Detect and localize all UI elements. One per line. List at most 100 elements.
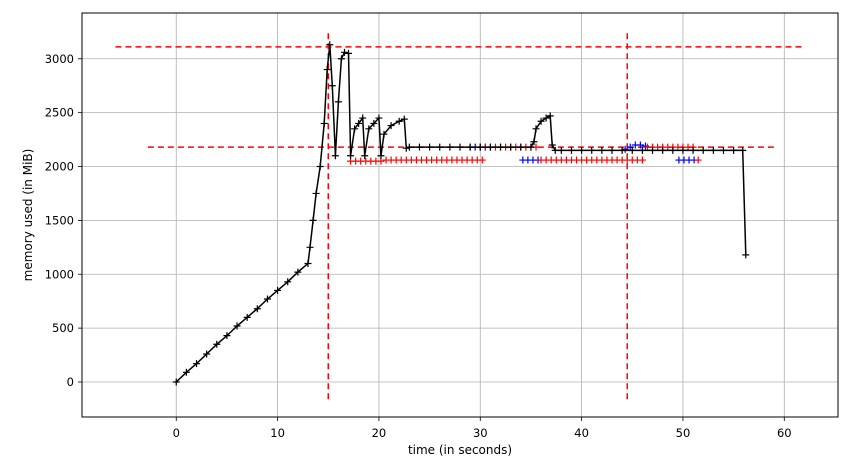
data-point-marker <box>446 143 454 151</box>
y-tick-label: 500 <box>52 321 74 335</box>
data-point-marker <box>598 146 606 154</box>
x-axis-ticks: 0 10 20 30 40 50 60 <box>173 417 792 440</box>
data-point-marker <box>304 259 312 267</box>
data-point-marker <box>628 146 636 154</box>
data-point-marker <box>309 216 317 224</box>
data-point-marker <box>334 98 342 106</box>
data-point-marker <box>638 156 646 164</box>
data-point-marker <box>742 251 750 259</box>
series-line <box>175 44 747 383</box>
data-point-marker <box>527 143 535 151</box>
data-point-marker <box>466 143 474 151</box>
data-point-marker <box>415 143 423 151</box>
x-tick-label: 60 <box>777 426 792 440</box>
data-point-marker <box>548 141 556 149</box>
data-point-marker <box>400 115 408 123</box>
data-point-marker <box>659 146 667 154</box>
data-point-marker <box>402 144 410 152</box>
data-point-marker <box>649 146 657 154</box>
data-point-marker <box>361 152 369 160</box>
data-point-marker <box>312 189 320 197</box>
data-point-marker <box>507 143 515 151</box>
data-point-marker <box>588 146 596 154</box>
data-point-marker <box>320 119 328 127</box>
data-point-marker <box>347 152 355 160</box>
x-axis-label: time (in seconds) <box>408 443 512 457</box>
data-point-marker <box>172 378 180 386</box>
data-point-marker <box>532 125 540 133</box>
data-point-marker <box>328 82 336 90</box>
data-point-marker <box>203 350 211 358</box>
y-axis-ticks: 0 500 1000 1500 2000 2500 3000 <box>45 52 82 389</box>
data-point-marker <box>370 119 378 127</box>
data-point-marker <box>323 66 331 74</box>
data-point-marker <box>497 143 505 151</box>
data-point-marker <box>669 146 677 154</box>
data-point-marker <box>699 146 707 154</box>
data-point-marker <box>331 152 339 160</box>
data-point-marker <box>375 114 383 122</box>
y-tick-label: 1000 <box>45 267 74 281</box>
data-point-marker <box>263 295 271 303</box>
data-point-marker <box>551 146 559 154</box>
x-tick-label: 0 <box>173 426 180 440</box>
data-point-marker <box>223 332 231 340</box>
data-point-marker <box>395 117 403 125</box>
data-point-marker <box>557 146 565 154</box>
data-point-marker <box>739 146 747 154</box>
data-point-marker <box>517 143 525 151</box>
data-point-marker <box>638 146 646 154</box>
x-tick-label: 50 <box>676 426 691 440</box>
data-point-marker <box>679 146 687 154</box>
x-tick-label: 10 <box>270 426 285 440</box>
plot-frame <box>81 12 839 418</box>
y-tick-label: 2500 <box>45 106 74 120</box>
data-point-marker <box>567 146 575 154</box>
data-point-marker <box>530 138 538 146</box>
data-point-marker <box>193 360 201 368</box>
data-point-marker <box>365 125 373 133</box>
data-point-marker <box>294 268 302 276</box>
series-0 <box>172 41 750 386</box>
data-point-marker <box>387 122 395 130</box>
data-point-marker <box>476 143 484 151</box>
data-point-marker <box>578 146 586 154</box>
data-point-marker <box>233 322 241 330</box>
data-point-marker <box>380 130 388 138</box>
data-point-marker <box>426 143 434 151</box>
y-tick-label: 2000 <box>45 160 74 174</box>
data-point-marker <box>689 146 697 154</box>
data-point-marker <box>694 156 702 164</box>
data-point-marker <box>345 49 353 57</box>
x-tick-label: 40 <box>574 426 589 440</box>
data-point-marker <box>337 55 345 63</box>
data-point-marker <box>719 146 727 154</box>
data-point-marker <box>486 143 494 151</box>
data-point-marker <box>316 163 324 171</box>
data-point-marker <box>182 368 190 376</box>
y-tick-label: 0 <box>67 375 74 389</box>
data-point-marker <box>546 112 554 120</box>
data-point-marker <box>537 117 545 125</box>
data-point-marker <box>306 243 314 251</box>
data-point-marker <box>377 152 385 160</box>
data-point-marker <box>436 143 444 151</box>
y-axis-label: memory used (in MiB) <box>21 149 35 282</box>
y-tick-label: 3000 <box>45 52 74 66</box>
x-tick-label: 30 <box>473 426 488 440</box>
data-point-marker <box>636 141 644 149</box>
data-point-marker <box>340 48 348 56</box>
data-point-marker <box>730 146 738 154</box>
data-point-marker <box>355 119 363 127</box>
data-point-marker <box>542 114 550 122</box>
y-tick-label: 1500 <box>45 213 74 227</box>
data-point-marker <box>709 146 717 154</box>
data-point-marker <box>351 125 359 133</box>
data-point-marker <box>405 143 413 151</box>
x-tick-label: 20 <box>372 426 387 440</box>
data-point-marker <box>618 146 626 154</box>
data-point-marker <box>284 278 292 286</box>
data-point-marker <box>243 313 251 321</box>
data-point-marker <box>456 143 464 151</box>
